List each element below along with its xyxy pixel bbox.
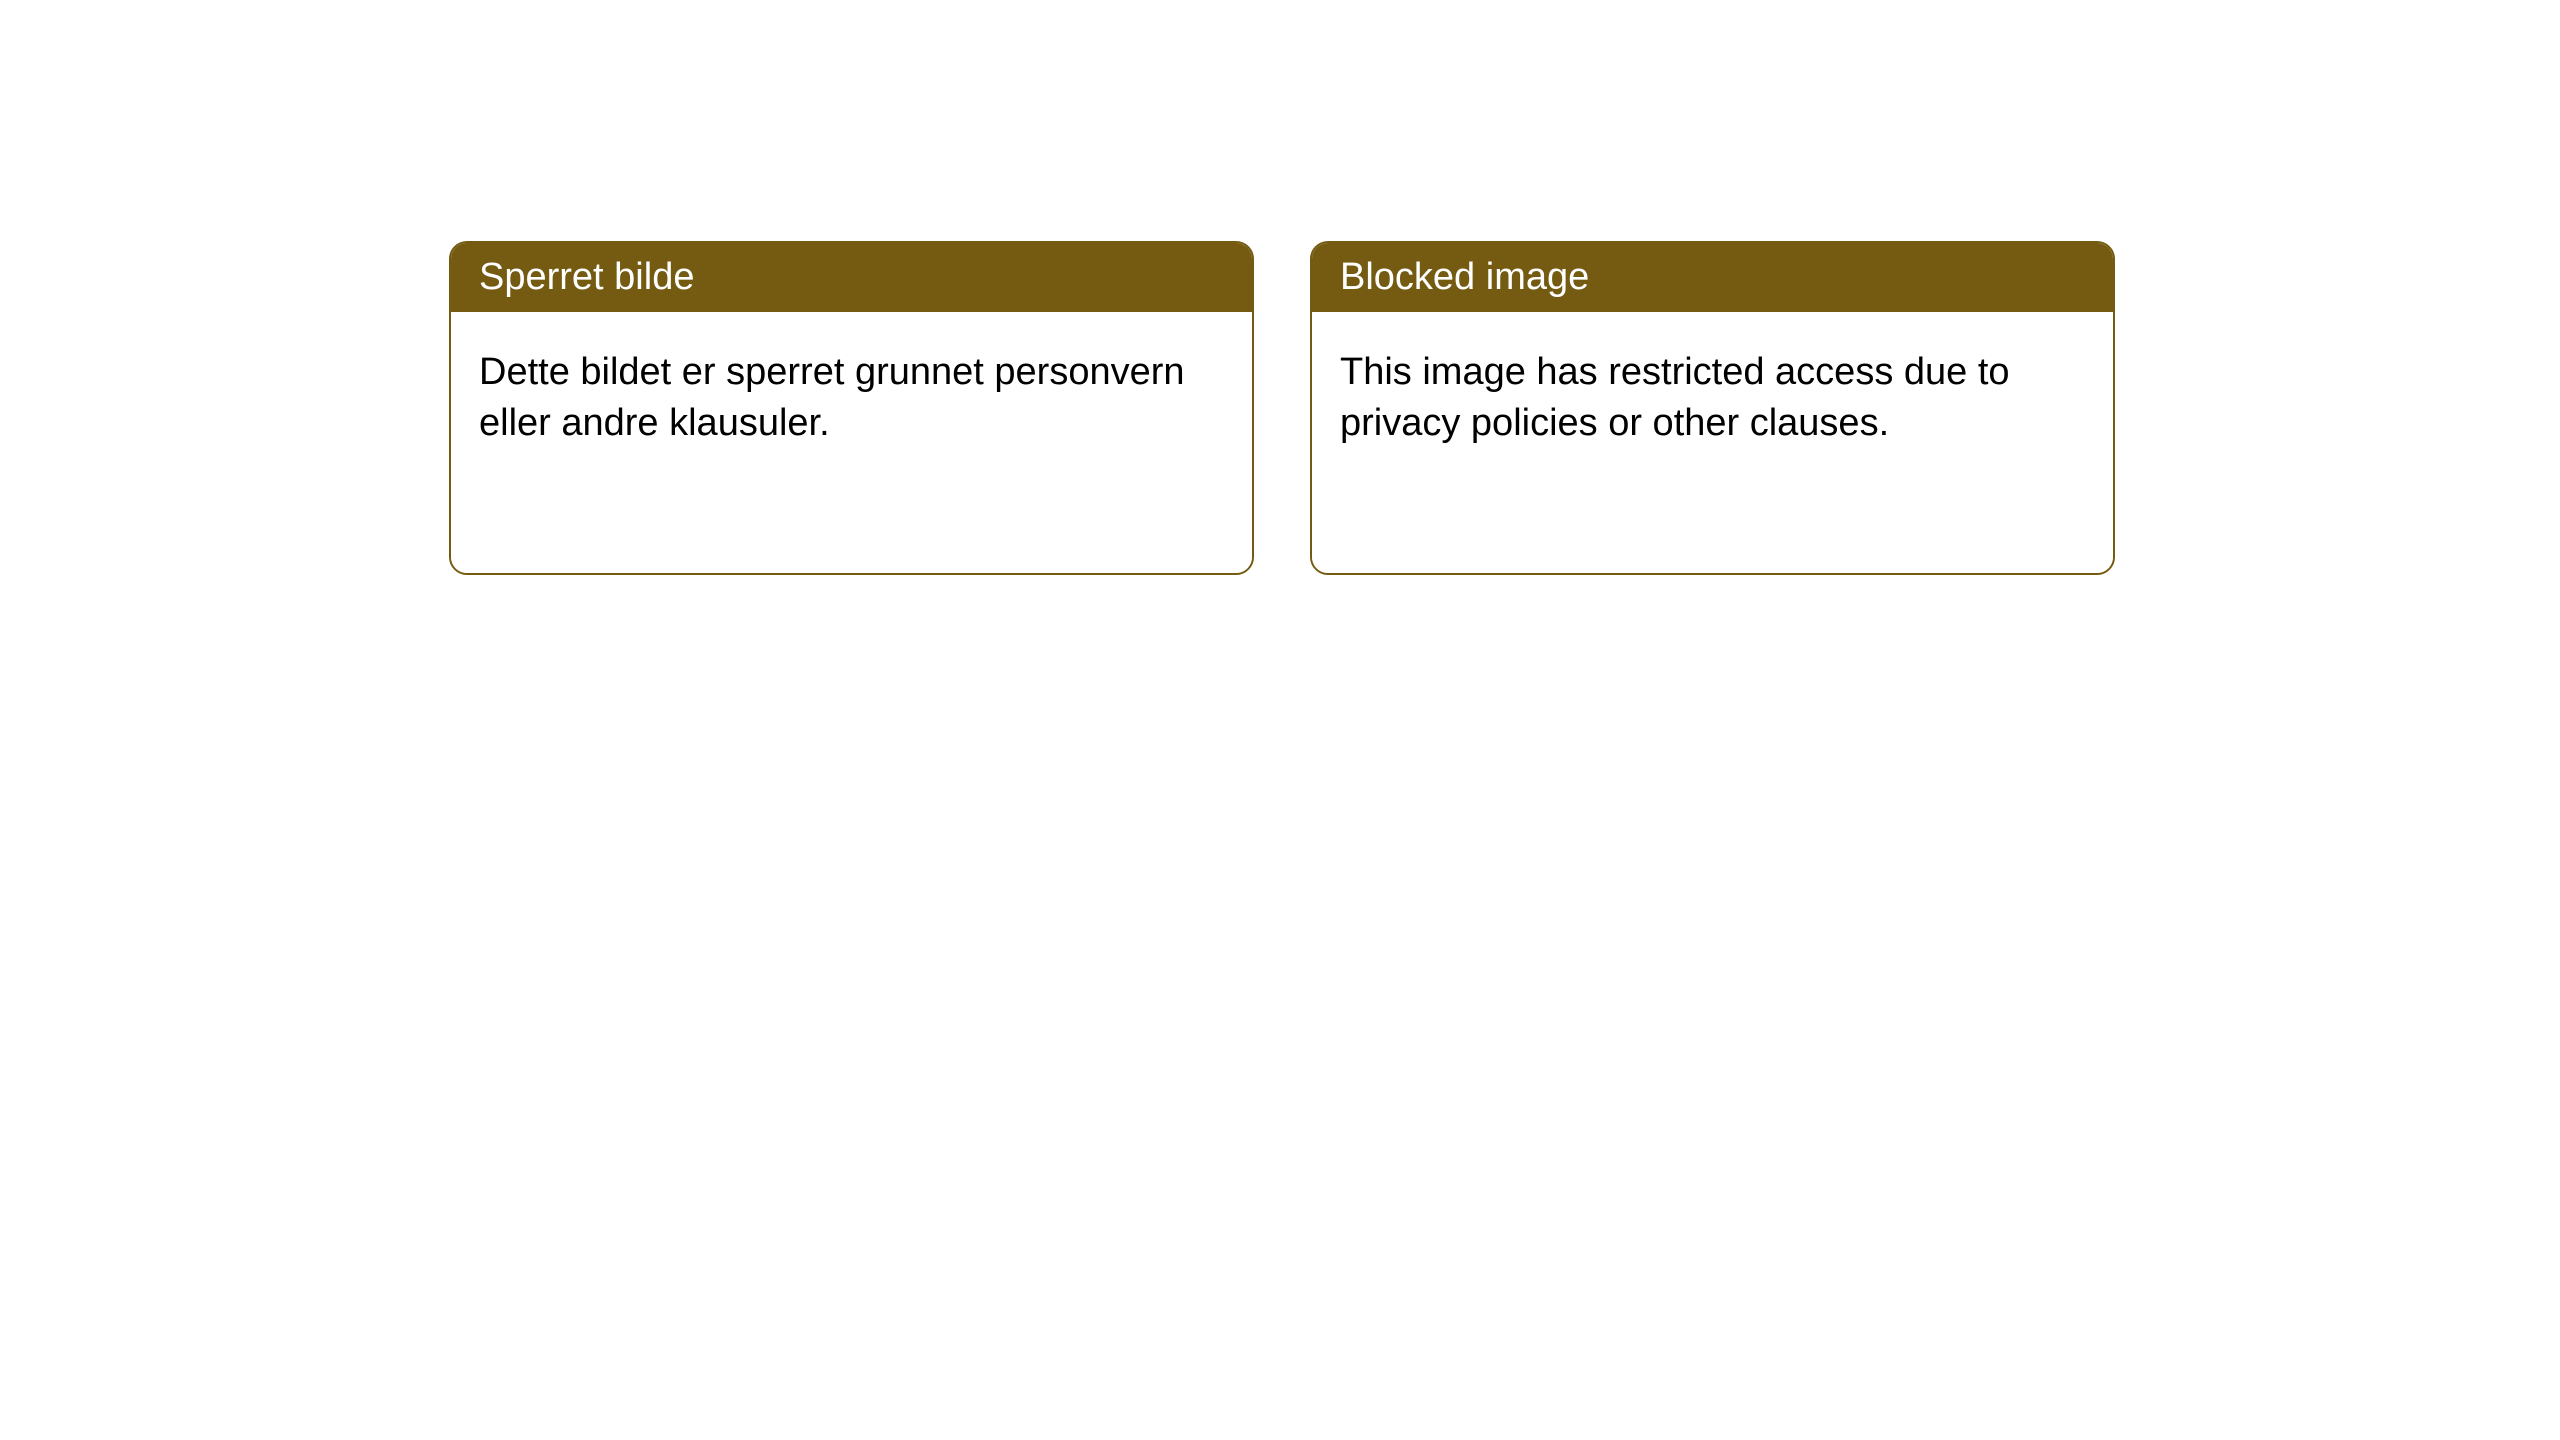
notice-text-norwegian: Dette bildet er sperret grunnet personve… xyxy=(479,351,1185,444)
notice-container: Sperret bilde Dette bildet er sperret gr… xyxy=(449,241,2115,575)
notice-title-norwegian: Sperret bilde xyxy=(479,256,694,298)
notice-card-english: Blocked image This image has restricted … xyxy=(1310,241,2115,575)
notice-header-norwegian: Sperret bilde xyxy=(451,243,1252,312)
notice-title-english: Blocked image xyxy=(1340,256,1589,298)
notice-card-norwegian: Sperret bilde Dette bildet er sperret gr… xyxy=(449,241,1254,575)
notice-text-english: This image has restricted access due to … xyxy=(1340,351,2010,444)
notice-header-english: Blocked image xyxy=(1312,243,2113,312)
notice-body-norwegian: Dette bildet er sperret grunnet personve… xyxy=(451,312,1252,573)
notice-body-english: This image has restricted access due to … xyxy=(1312,312,2113,573)
